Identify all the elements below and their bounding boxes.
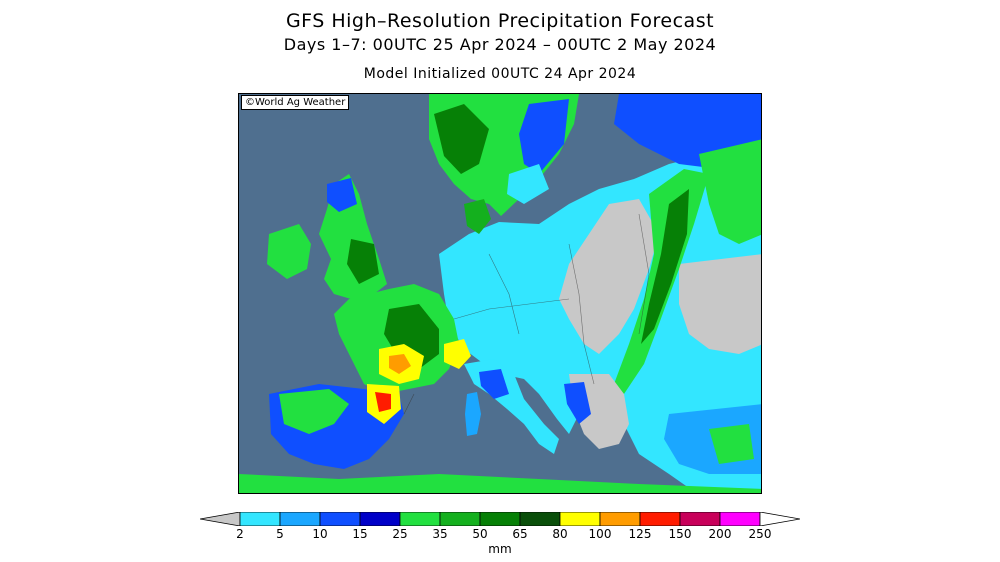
sweden-cyan	[507, 164, 549, 204]
england-dark-green	[347, 239, 379, 284]
country-borders	[403, 213, 650, 415]
alps-heavy-rain	[444, 339, 471, 369]
colorbar-segment	[319, 512, 361, 526]
eastern-europe-dry-area	[559, 199, 659, 354]
precipitation-colorbar	[200, 512, 800, 526]
colorbar-segment	[279, 512, 321, 526]
colorbar-tick-label: 35	[432, 527, 448, 541]
colorbar-segment	[519, 512, 561, 526]
italy-blue-coast	[479, 369, 509, 399]
colorbar-tick-label: 100	[588, 527, 612, 541]
colorbar-tick-label: 25	[392, 527, 408, 541]
precipitation-map: ©World Ag Weather	[238, 93, 762, 494]
iberia-green	[279, 389, 349, 434]
ireland	[267, 224, 311, 279]
colorbar-segment	[639, 512, 681, 526]
sweden-blue	[519, 99, 569, 174]
copyright-watermark: ©World Ag Weather	[241, 95, 350, 110]
forecast-period: Days 1–7: 00UTC 25 Apr 2024 – 00UTC 2 Ma…	[283, 35, 717, 54]
colorbar-segment	[359, 512, 401, 526]
northeast-green	[699, 139, 761, 244]
colorbar-segment	[399, 512, 441, 526]
colorbar-segment	[559, 512, 601, 526]
turkey-green	[709, 424, 754, 464]
denmark	[464, 199, 491, 234]
colorbar-tick-label: 10	[312, 527, 328, 541]
colorbar-segment	[479, 512, 521, 526]
adriatic-coast-blue	[564, 382, 591, 424]
scotland-blue	[327, 178, 357, 212]
colorbar-tick-label: 50	[472, 527, 488, 541]
north-africa	[239, 474, 761, 493]
colorbar-tick-label: 65	[512, 527, 528, 541]
colorbar-low-triangle	[200, 512, 241, 526]
colorbar-segment	[439, 512, 481, 526]
map-title: GFS High–Resolution Precipitation Foreca…	[285, 10, 715, 32]
france-extreme-rain	[389, 354, 411, 374]
colorbar-segment	[719, 512, 761, 526]
colorbar-tick-label: 200	[708, 527, 732, 541]
colorbar-tick-label: 2	[236, 527, 244, 541]
black-sea-region-dry-area	[679, 254, 761, 354]
colorbar-tick-label: 15	[352, 527, 368, 541]
colorbar-tick-label: 5	[276, 527, 284, 541]
colorbar-tick-label: 250	[748, 527, 772, 541]
colorbar-high-triangle	[759, 512, 800, 526]
colorbar-segment	[599, 512, 641, 526]
corsica-sardinia	[465, 392, 481, 436]
colorbar-tick-label: 150	[668, 527, 692, 541]
colorbar-units: mm	[488, 542, 512, 556]
colorbar-tick-label: 80	[552, 527, 568, 541]
colorbar-segment	[679, 512, 721, 526]
norway-coast-heavy	[434, 104, 489, 174]
eastern-dark-green-band	[641, 189, 689, 344]
colorbar-segment	[239, 512, 281, 526]
europe-map-graphic	[239, 94, 761, 493]
colorbar-tick-label: 125	[628, 527, 652, 541]
catalonia-extreme-rain	[375, 392, 391, 412]
model-init-time: Model Initialized 00UTC 24 Apr 2024	[363, 66, 637, 82]
